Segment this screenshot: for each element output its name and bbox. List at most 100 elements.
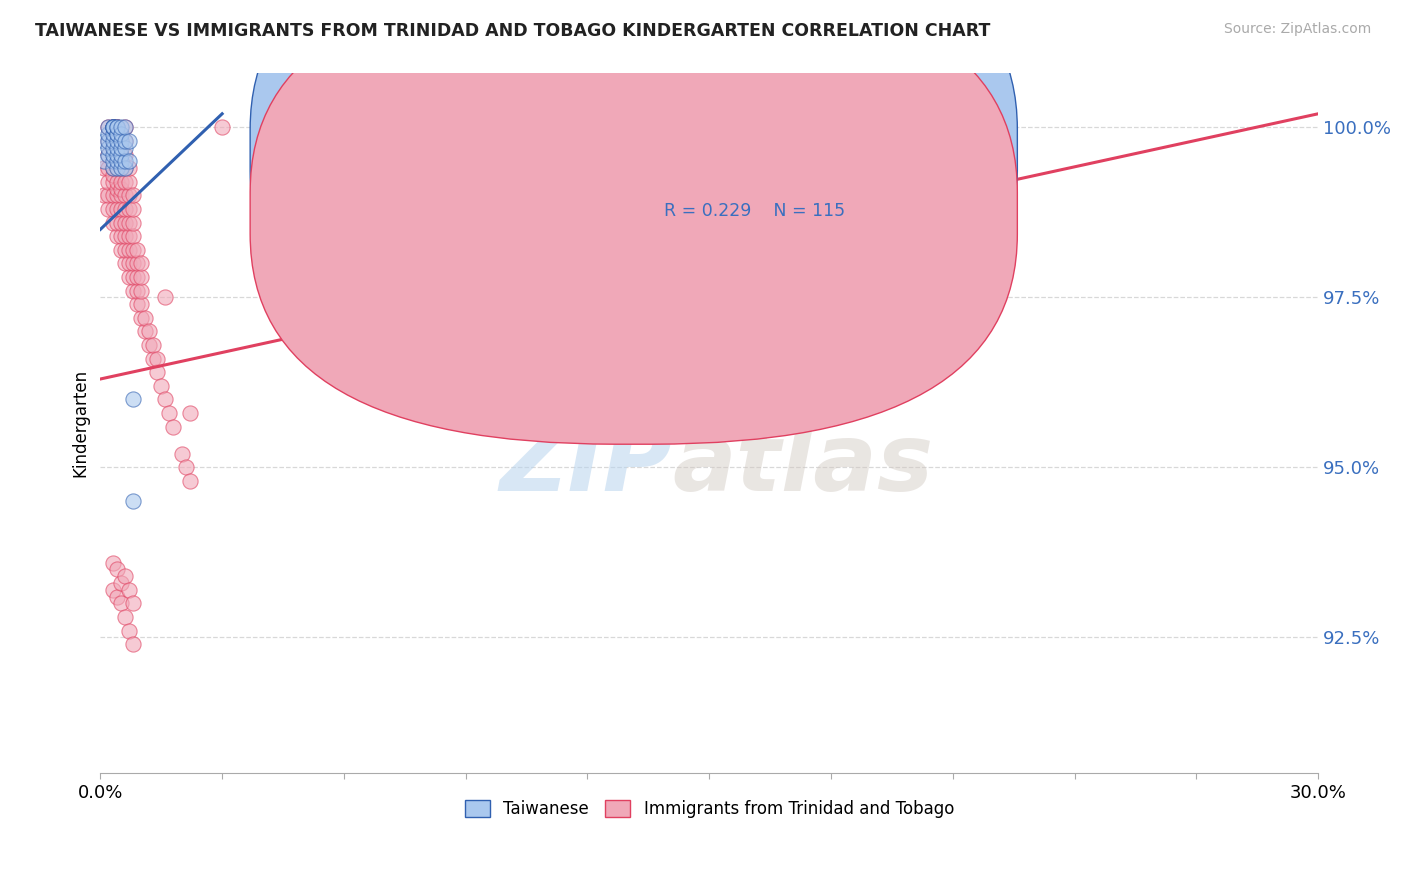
Point <box>105 141 128 155</box>
Point <box>101 141 124 155</box>
Point <box>105 141 128 155</box>
Point <box>97 175 120 189</box>
Point <box>101 216 124 230</box>
Point <box>114 202 136 216</box>
Point <box>110 127 132 141</box>
Point <box>101 582 124 597</box>
Point <box>110 161 132 176</box>
Point <box>121 202 143 216</box>
Point <box>118 270 141 285</box>
Point <box>129 270 152 285</box>
Point <box>114 188 136 202</box>
Point <box>114 161 136 176</box>
Point <box>162 419 184 434</box>
Point <box>105 154 128 169</box>
Point <box>129 297 152 311</box>
Point <box>101 120 124 135</box>
Point <box>114 154 136 169</box>
Point <box>118 175 141 189</box>
Point <box>101 120 124 135</box>
Point <box>125 284 148 298</box>
Point <box>105 202 128 216</box>
Point <box>110 141 132 155</box>
Point <box>125 297 148 311</box>
Point <box>110 216 132 230</box>
Point <box>97 120 120 135</box>
Point <box>101 168 124 182</box>
Point <box>110 229 132 244</box>
Point <box>101 556 124 570</box>
Point <box>114 134 136 148</box>
Point <box>150 379 173 393</box>
Point <box>110 147 132 161</box>
Point <box>93 161 115 176</box>
Point <box>125 256 148 270</box>
Point <box>118 202 141 216</box>
Point <box>121 188 143 202</box>
Point <box>97 141 120 155</box>
Point <box>114 120 136 135</box>
Point <box>118 216 141 230</box>
Point <box>105 120 128 135</box>
Point <box>110 134 132 148</box>
Point <box>211 120 233 135</box>
Point <box>121 229 143 244</box>
Point <box>105 181 128 195</box>
Point <box>114 134 136 148</box>
Point <box>101 120 124 135</box>
Point <box>121 216 143 230</box>
Point <box>97 134 120 148</box>
Point <box>170 447 193 461</box>
Point <box>97 134 120 148</box>
Point <box>118 161 141 176</box>
Point <box>101 161 124 176</box>
Point <box>97 127 120 141</box>
Point <box>121 596 143 610</box>
Point <box>118 229 141 244</box>
Point <box>114 256 136 270</box>
Point <box>101 147 124 161</box>
Point <box>114 216 136 230</box>
Point <box>105 120 128 135</box>
Point <box>114 161 136 176</box>
Point <box>97 161 120 176</box>
Point <box>105 216 128 230</box>
Point <box>110 175 132 189</box>
Point <box>97 120 120 135</box>
Point <box>105 127 128 141</box>
Point <box>110 154 132 169</box>
Point <box>110 596 132 610</box>
Point <box>134 325 156 339</box>
Point <box>110 134 132 148</box>
Point <box>105 134 128 148</box>
Text: ZIP: ZIP <box>501 419 672 511</box>
Point <box>118 256 141 270</box>
Point <box>93 134 115 148</box>
Point <box>101 120 124 135</box>
Point <box>101 127 124 141</box>
Point <box>125 270 148 285</box>
Point <box>110 147 132 161</box>
Point <box>114 243 136 257</box>
Point <box>110 202 132 216</box>
Point <box>134 310 156 325</box>
Point <box>110 127 132 141</box>
Point <box>101 202 124 216</box>
Point <box>105 154 128 169</box>
Point <box>157 406 180 420</box>
Point <box>93 188 115 202</box>
Point <box>101 134 124 148</box>
Point <box>179 406 201 420</box>
Point <box>101 188 124 202</box>
Point <box>97 147 120 161</box>
Point <box>146 351 169 366</box>
Point <box>97 202 120 216</box>
Point <box>105 120 128 135</box>
Point <box>118 154 141 169</box>
Point <box>138 325 160 339</box>
Point <box>105 590 128 604</box>
Point <box>118 582 141 597</box>
Point <box>142 351 165 366</box>
Point <box>105 161 128 176</box>
Point <box>105 127 128 141</box>
